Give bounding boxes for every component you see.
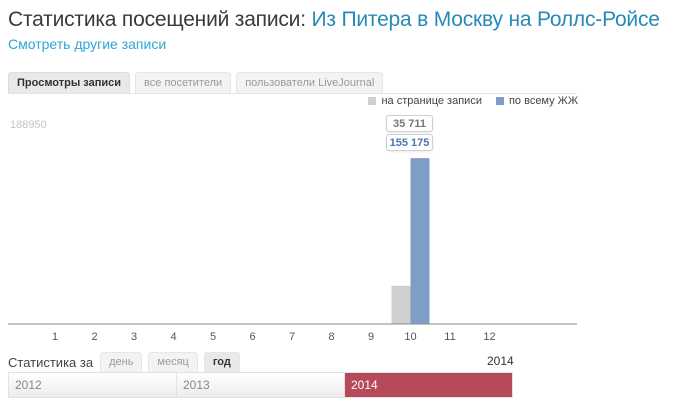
legend-item-all-lj: по всему ЖЖ <box>495 95 578 107</box>
tabs-divider <box>8 93 577 94</box>
x-tick-label-10: 10 <box>404 331 416 343</box>
post-title-link[interactable]: Из Питера в Москву на Роллс-Ройсе <box>311 8 660 31</box>
period-year-button[interactable]: год <box>203 352 240 372</box>
legend-swatch-all-lj <box>495 97 504 105</box>
page-title: Статистика посещений записи: Из Питера в… <box>8 8 660 32</box>
x-tick-label-1: 1 <box>52 331 58 343</box>
year-timeline: 2012 2013 2014 <box>8 372 513 398</box>
views-chart-svg: 188950 1 2 3 4 5 6 7 8 9 10 11 12 <box>8 119 577 343</box>
x-tick-label-9: 9 <box>368 331 374 343</box>
views-chart: 188950 1 2 3 4 5 6 7 8 9 10 11 12 <box>8 112 578 349</box>
x-tick-label-7: 7 <box>289 331 295 343</box>
legend-label-post-page: на странице записи <box>381 95 482 107</box>
bar-tooltip: 35 711 155 175 <box>386 115 433 153</box>
period-selector: Статистика за день месяц год <box>8 352 240 372</box>
period-month-button[interactable]: месяц <box>148 352 198 372</box>
chart-legend: на странице записи по всему ЖЖ <box>368 95 578 107</box>
title-prefix: Статистика посещений записи: <box>8 8 306 31</box>
bar-all-lj-10[interactable] <box>410 158 430 324</box>
x-tick-label-11: 11 <box>444 331 455 343</box>
tooltip-post-page-value: 35 711 <box>386 115 433 132</box>
y-max-label: 188950 <box>10 119 47 131</box>
x-tick-label-2: 2 <box>91 331 97 343</box>
x-tick-label-12: 12 <box>483 331 495 343</box>
other-posts-link[interactable]: Смотреть другие записи <box>8 36 167 52</box>
x-tick-label-8: 8 <box>328 331 334 343</box>
legend-label-all-lj: по всему ЖЖ <box>508 95 578 107</box>
x-tick-label-6: 6 <box>249 331 255 343</box>
x-tick-label-4: 4 <box>170 331 176 343</box>
stats-tabs: Просмотры записи все посетители пользова… <box>8 72 384 94</box>
x-tick-label-3: 3 <box>131 331 137 343</box>
year-2013[interactable]: 2013 <box>177 373 345 397</box>
legend-item-post-page: на странице записи <box>368 95 482 107</box>
tooltip-all-lj-value: 155 175 <box>386 134 433 151</box>
x-tick-label-5: 5 <box>210 331 216 343</box>
period-day-button[interactable]: день <box>100 352 143 372</box>
current-year-label: 2014 <box>487 354 514 368</box>
tab-all-visitors[interactable]: все посетители <box>135 72 232 94</box>
tab-livejournal-users[interactable]: пользователи LiveJournal <box>236 72 384 94</box>
year-2014[interactable]: 2014 <box>345 373 512 397</box>
period-label: Статистика за <box>8 354 94 370</box>
legend-swatch-post-page <box>368 97 377 105</box>
bar-post-page-10[interactable] <box>391 285 411 324</box>
tab-post-views[interactable]: Просмотры записи <box>8 72 131 94</box>
year-2012[interactable]: 2012 <box>9 373 177 397</box>
